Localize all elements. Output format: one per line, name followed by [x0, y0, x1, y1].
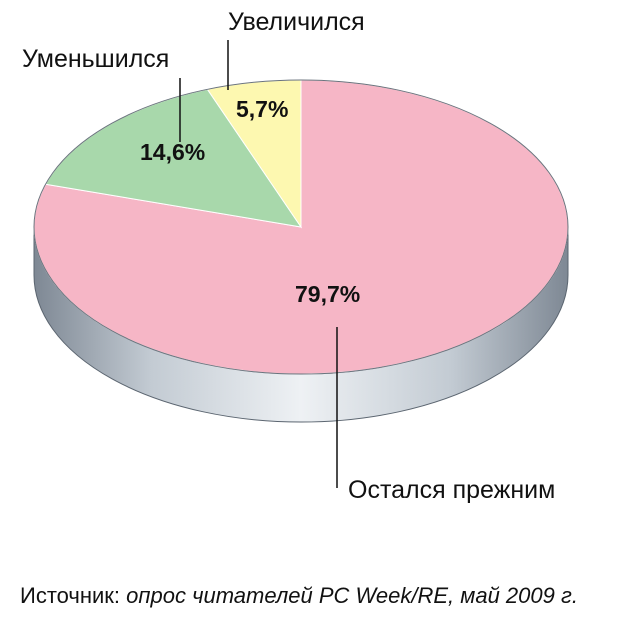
- value-label-maintained: 79,7%: [295, 281, 360, 307]
- source-prefix: Источник:: [20, 583, 121, 608]
- category-label-maintained: Остался прежним: [348, 476, 555, 504]
- value-label-increased: 5,7%: [236, 96, 288, 122]
- category-label-increased: Увеличился: [228, 8, 365, 36]
- pie-top-outline: [33, 79, 569, 375]
- source-text: опрос читателей PC Week/RE, май 2009 г.: [126, 583, 578, 608]
- category-label-decreased: Уменьшился: [22, 45, 169, 73]
- source-note: Источник: опрос читателей PC Week/RE, ма…: [20, 583, 578, 609]
- value-label-decreased: 14,6%: [140, 139, 205, 165]
